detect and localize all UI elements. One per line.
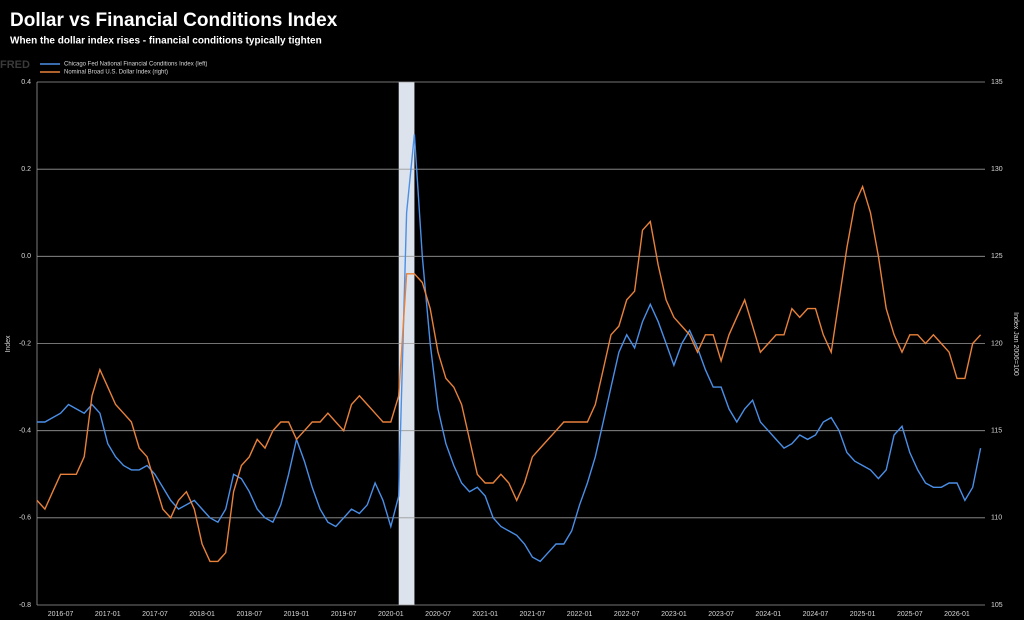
y-tick-label: 0.0 <box>21 253 31 260</box>
x-tick-label: 2024-07 <box>803 611 829 618</box>
x-tick-label: 2021-01 <box>472 611 498 618</box>
x-tick-label: 2018-07 <box>236 611 262 618</box>
x-tick-label: 2018-01 <box>189 611 215 618</box>
x-tick-label: 2025-07 <box>897 611 923 618</box>
y-tick-label: 0.2 <box>21 166 31 173</box>
legend-label: Nominal Broad U.S. Dollar Index (right) <box>64 70 168 76</box>
y2-tick-label: 110 <box>991 515 1002 522</box>
watermark: FRED <box>0 59 30 71</box>
legend-label: Chicago Fed National Financial Condition… <box>64 62 207 68</box>
chart-title: Dollar vs Financial Conditions Index <box>10 10 338 31</box>
y-tick-label: 0.4 <box>21 79 31 86</box>
y-tick-label: -0.2 <box>19 340 31 347</box>
y2-tick-label: 125 <box>991 253 1003 260</box>
x-tick-label: 2022-01 <box>567 611 593 618</box>
x-tick-label: 2020-01 <box>378 611 404 618</box>
y-tick-label: -0.6 <box>19 515 31 522</box>
chart-subtitle: When the dollar index rises - financial … <box>10 36 322 47</box>
y2-tick-label: 120 <box>991 340 1003 347</box>
x-tick-label: 2026-01 <box>944 611 970 618</box>
x-tick-label: 2016-07 <box>48 611 74 618</box>
x-tick-label: 2017-07 <box>142 611 168 618</box>
x-tick-label: 2023-01 <box>661 611 687 618</box>
x-tick-label: 2019-01 <box>284 611 310 618</box>
x-tick-label: 2019-07 <box>331 611 357 618</box>
x-tick-label: 2024-01 <box>755 611 781 618</box>
y2-tick-label: 135 <box>991 79 1003 86</box>
x-tick-label: 2022-07 <box>614 611 640 618</box>
x-tick-label: 2021-07 <box>520 611 546 618</box>
y2-axis-label: Index Jan 2006=100 <box>1012 312 1019 376</box>
y2-tick-label: 115 <box>991 428 1002 435</box>
x-tick-label: 2020-07 <box>425 611 451 618</box>
series-line <box>36 184 982 563</box>
y-tick-label: -0.8 <box>19 602 31 609</box>
x-tick-label: 2023-07 <box>708 611 734 618</box>
x-tick-label: 2025-01 <box>850 611 876 618</box>
y2-tick-label: 105 <box>991 602 1003 609</box>
y-tick-label: -0.4 <box>19 428 31 435</box>
series-line <box>37 134 982 563</box>
y-axis-label: Index <box>5 335 12 353</box>
x-tick-label: 2017-01 <box>95 611 121 618</box>
y2-tick-label: 130 <box>991 166 1003 173</box>
